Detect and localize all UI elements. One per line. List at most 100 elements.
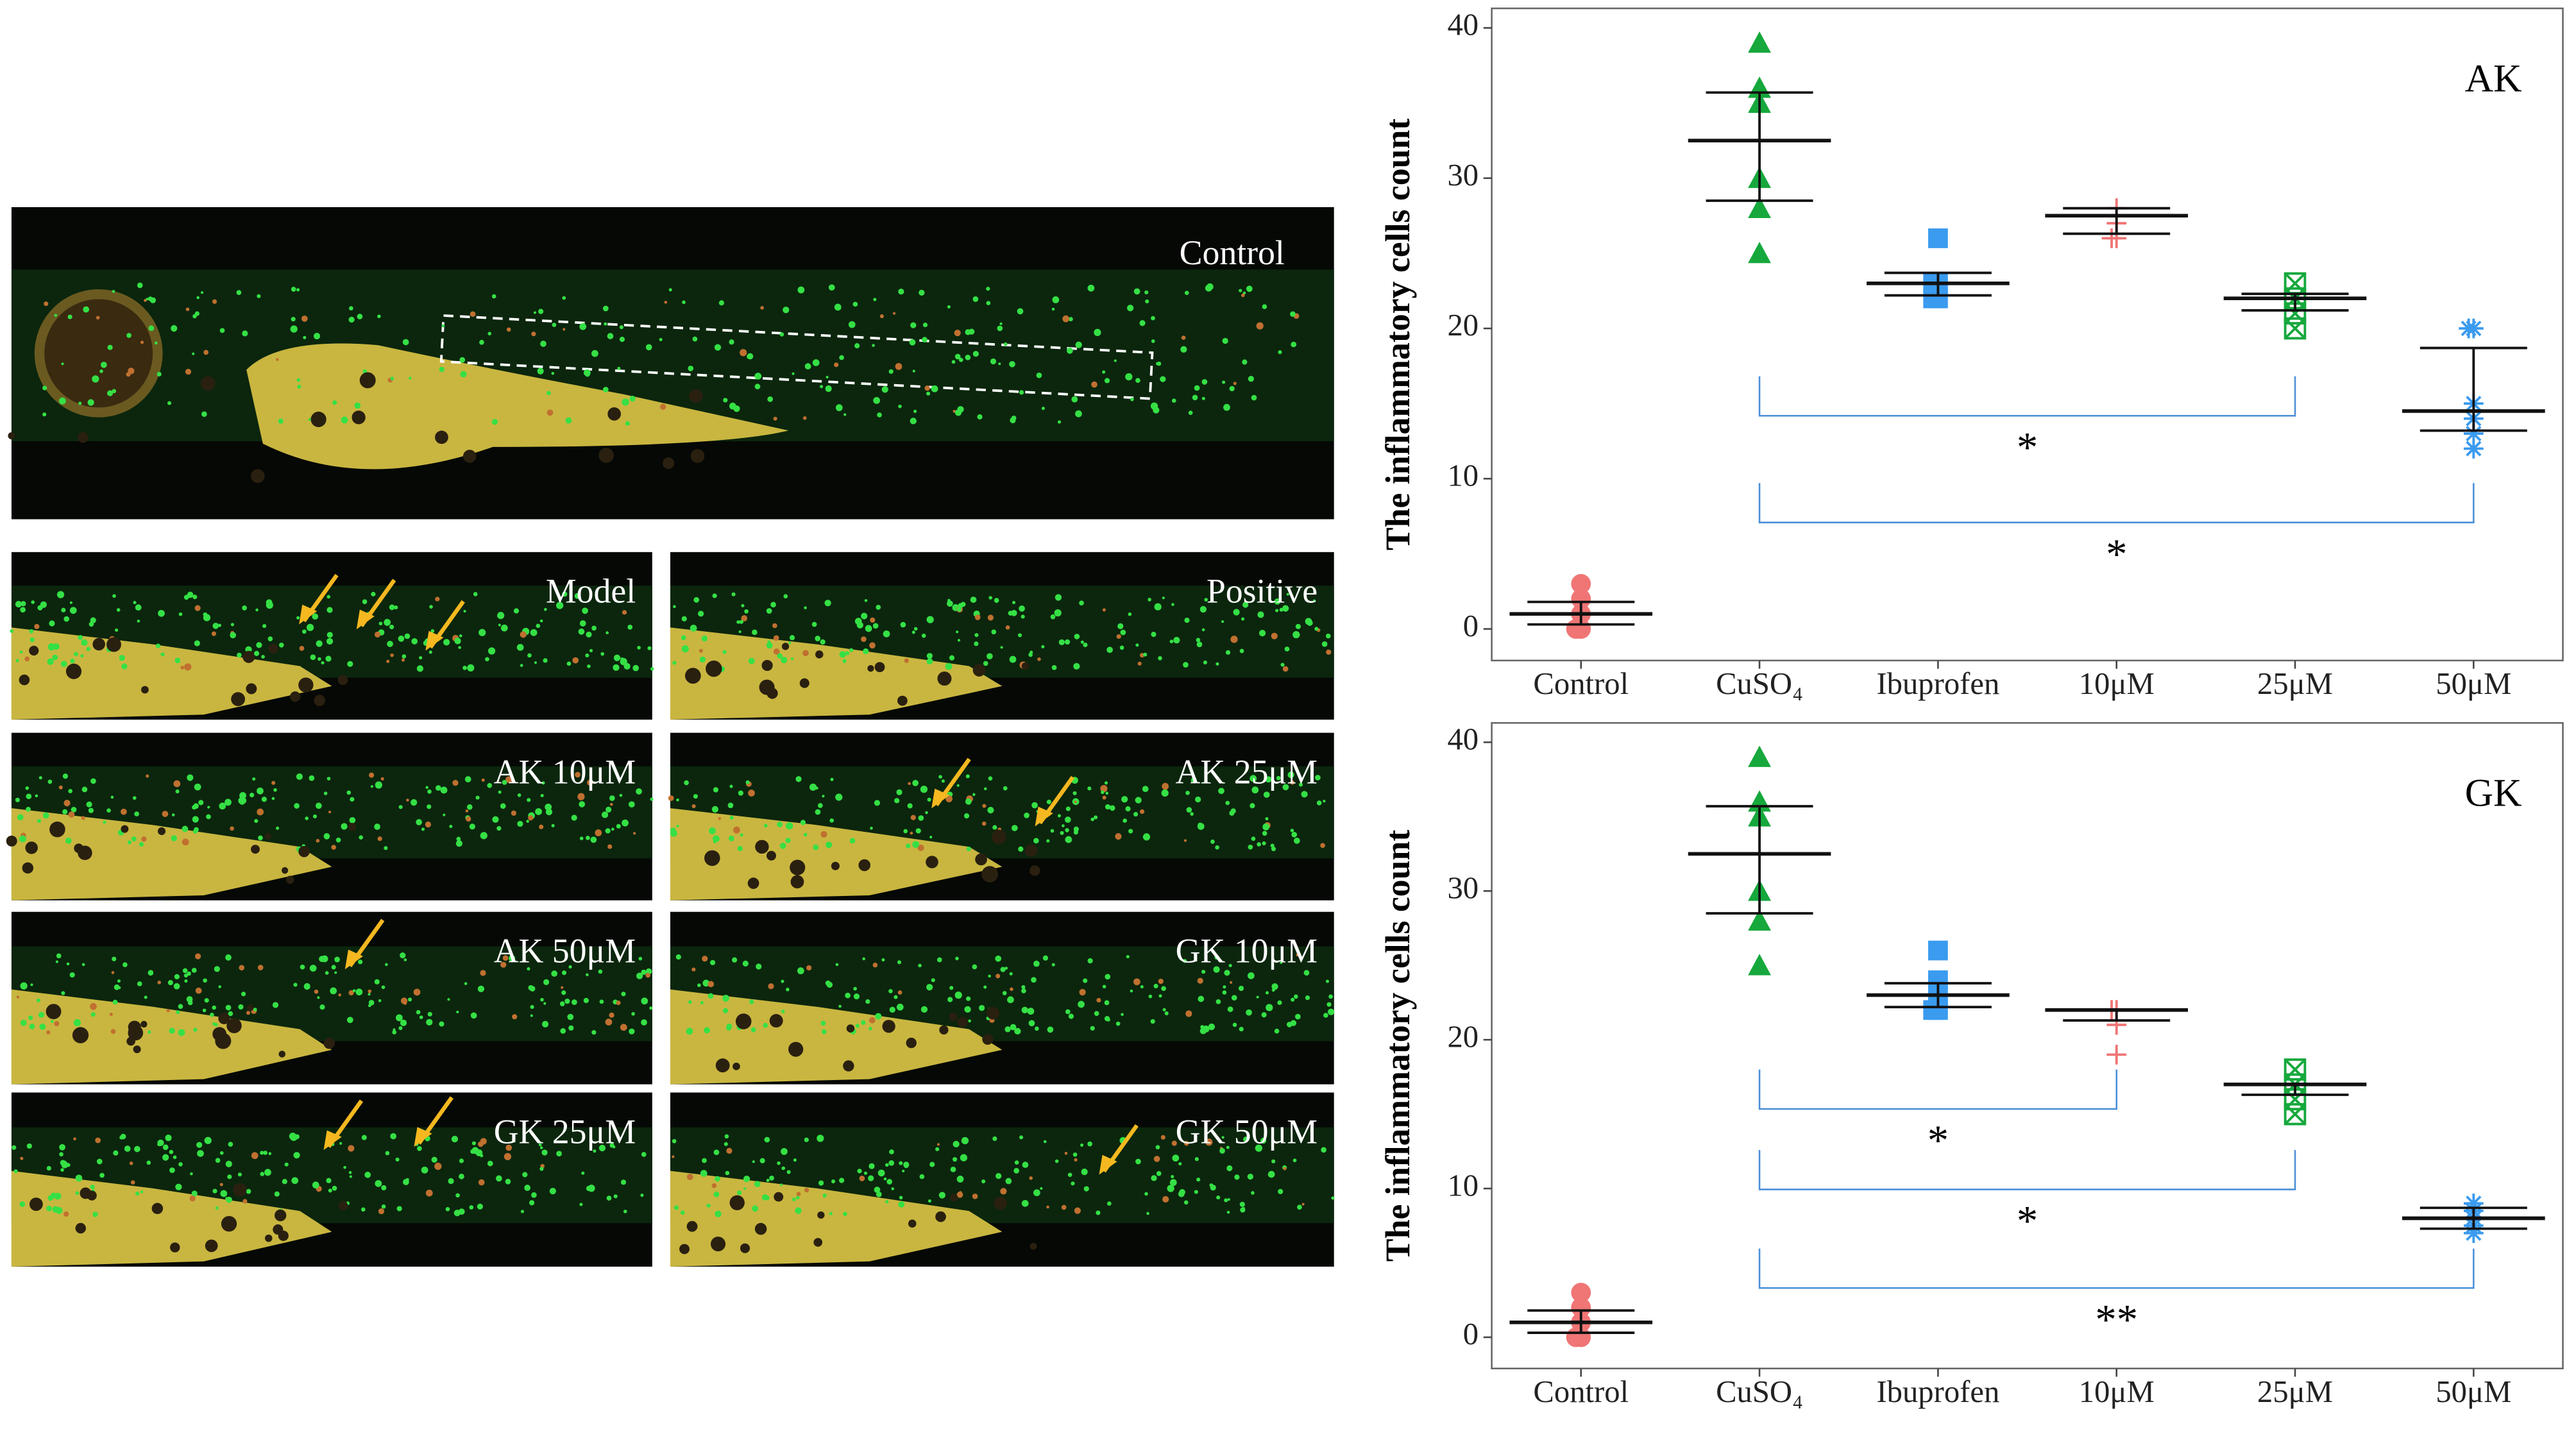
cell [301,316,308,322]
cell [537,367,544,375]
cell [47,643,56,651]
cell [58,785,63,790]
cell [416,1009,421,1015]
pigment [25,841,38,854]
cell [1262,841,1266,845]
significance-bracket [1758,1069,2117,1110]
cell [470,1149,475,1154]
cell [385,1151,390,1156]
cell [427,804,432,809]
pigment [735,1013,752,1029]
cell [1255,1144,1263,1152]
pigment [92,638,105,651]
cell [815,636,821,641]
pigment [242,650,255,663]
cell [331,845,337,850]
cell [171,835,177,841]
cell [910,831,913,835]
cell [112,999,118,1005]
cell [1232,1022,1237,1027]
cell [20,1156,24,1160]
cell [1002,991,1007,995]
cell [995,955,1002,962]
cell [215,1158,221,1163]
cell [920,1006,928,1013]
cell [1295,623,1301,629]
point [1748,242,1771,264]
cell [75,1174,83,1182]
pigment [264,832,271,840]
cell [107,344,113,350]
cell [688,1000,692,1004]
y-tick-label: 0 [1463,609,1479,643]
chart-title: AK [2465,56,2522,100]
cell [1257,611,1264,618]
micrograph: GK 50μM [670,1092,1335,1267]
cell [1042,955,1049,961]
pigment [950,1194,958,1202]
cell [641,969,647,976]
cell [835,793,843,801]
cell [15,797,20,802]
x-tick-label: Ibuprofen [1876,1374,1999,1409]
cell [1271,632,1278,639]
point [1748,954,1771,976]
cell [1072,791,1077,795]
cell [1137,661,1142,666]
cell [358,959,363,965]
cell [319,956,325,963]
cell [1135,378,1140,384]
cell [908,782,911,785]
cell [622,819,629,827]
cell [291,1177,299,1185]
cell [926,658,933,665]
cell [1094,1011,1099,1017]
cell [1151,339,1155,343]
point [1928,940,1948,961]
cell [568,965,572,969]
point [2463,439,2484,459]
cell [1133,288,1140,295]
cell [1183,1200,1189,1205]
cell [37,819,42,824]
cell [922,323,928,328]
cell [219,802,226,810]
significance-bracket [1758,1150,2296,1190]
cell [974,641,979,646]
arrow-head [1099,1154,1117,1175]
cell [915,828,921,834]
cell [36,998,41,1002]
cell [547,409,554,416]
cell [185,368,192,375]
cell [349,306,353,311]
cell [1031,802,1038,809]
cell [1214,955,1219,960]
cell [502,955,509,961]
cell [638,956,643,961]
cell [343,1165,346,1169]
cell [178,612,183,616]
cell [766,1178,770,1183]
cell [708,981,715,988]
cell [64,1211,69,1217]
cell [526,820,529,823]
cell [348,1170,352,1174]
cell [1275,609,1279,612]
cell [1050,829,1055,833]
cell [869,1163,875,1169]
pigment [972,664,986,677]
cell [239,792,246,799]
cell [111,971,115,974]
cell [173,780,181,788]
cell [713,1191,720,1197]
cell [1164,1011,1169,1016]
pigment [607,407,622,421]
cell [165,1135,172,1142]
cell [1287,771,1294,779]
pigment [278,1051,286,1058]
cell [863,648,869,655]
cell [637,646,641,650]
cell [1074,634,1080,639]
cell [1104,378,1110,384]
arrow-head [356,609,375,630]
